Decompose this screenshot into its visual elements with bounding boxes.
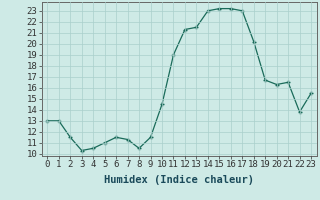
X-axis label: Humidex (Indice chaleur): Humidex (Indice chaleur) [104,175,254,185]
